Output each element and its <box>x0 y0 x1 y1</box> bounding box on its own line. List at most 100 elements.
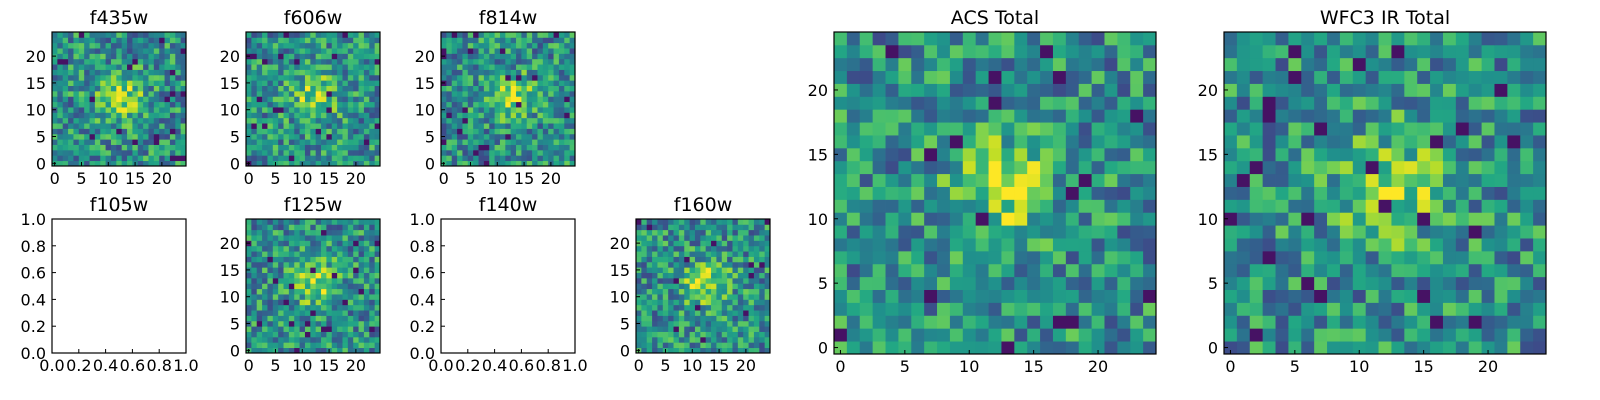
heatmap-cell <box>57 80 64 86</box>
heatmap-cell <box>278 310 284 316</box>
heatmap-cell <box>1468 135 1482 149</box>
heatmap-cell <box>1417 160 1431 175</box>
heatmap-cell <box>331 224 338 231</box>
heatmap-cell <box>73 48 80 54</box>
heatmap-cell <box>164 128 171 135</box>
heatmap-cell <box>678 310 685 316</box>
heatmap-cell <box>100 155 106 162</box>
heatmap-cell <box>678 224 685 231</box>
heatmap-cell <box>885 160 899 175</box>
heatmap-cell <box>494 101 501 108</box>
heatmap-cell <box>267 272 274 279</box>
heatmap-cell <box>949 212 964 226</box>
heatmap-cells <box>1224 32 1547 355</box>
heatmap-cell <box>256 160 263 167</box>
heatmap-cell <box>446 32 453 38</box>
heatmap-cell <box>727 219 733 225</box>
heatmap-cell <box>363 144 370 151</box>
heatmap-cell <box>885 135 899 149</box>
heatmap-cell <box>246 272 252 279</box>
heatmap-cell <box>278 331 284 338</box>
heatmap-cell <box>451 133 458 140</box>
heatmap-cell <box>331 107 338 113</box>
heatmap-cell <box>1104 122 1118 136</box>
heatmap-cell <box>110 69 117 76</box>
heatmap-cell <box>288 48 295 54</box>
heatmap-cell <box>169 48 176 54</box>
heatmap-cell <box>641 342 648 349</box>
heatmap-cell <box>446 160 453 167</box>
heatmap-cell <box>358 80 365 86</box>
heatmap-cell <box>499 117 506 124</box>
heatmap-cell <box>331 304 338 311</box>
heatmap-cell <box>1001 289 1015 303</box>
heatmap-cell <box>347 331 354 338</box>
heatmap-cell <box>569 149 576 156</box>
heatmap-cell <box>721 261 728 268</box>
heatmap-cell <box>657 277 664 284</box>
heatmap-cell <box>1507 44 1521 59</box>
heatmap-cell <box>374 342 381 349</box>
heatmap-cell <box>510 117 517 124</box>
heatmap-cell <box>700 331 707 338</box>
heatmap-cell <box>94 85 101 92</box>
heatmap-cell <box>558 90 565 97</box>
heatmap-cell <box>657 336 664 343</box>
heatmap-cell <box>100 90 106 97</box>
heatmap-cell <box>175 155 182 162</box>
heatmap-cell <box>369 294 376 300</box>
heatmap-cell <box>353 288 359 295</box>
heatmap-cell <box>1417 147 1431 162</box>
heatmap-cell <box>1481 238 1495 252</box>
heatmap-cell <box>1027 315 1041 329</box>
heatmap-cell <box>1520 263 1534 278</box>
heatmap-cell <box>1014 315 1028 329</box>
heatmap-cell <box>494 80 501 86</box>
heatmap-cell <box>283 155 290 162</box>
heatmap-cell <box>304 245 311 252</box>
heatmap-cell <box>1327 199 1341 213</box>
heatmap-cell <box>321 139 327 145</box>
heatmap-cell <box>52 155 58 162</box>
heatmap-cell <box>532 58 538 65</box>
heatmap-cell <box>764 342 771 349</box>
heatmap-cell <box>1249 276 1264 290</box>
heatmap-cell <box>331 277 338 284</box>
heatmap-cell <box>569 155 576 162</box>
heatmap-cell <box>446 139 453 145</box>
heatmap-cell <box>256 224 263 231</box>
heatmap-cell <box>924 212 938 226</box>
heatmap-cell <box>342 107 349 113</box>
y-tick-label: 0.2 <box>21 317 46 336</box>
heatmap-cell <box>558 32 565 38</box>
heatmap-cell <box>924 328 938 342</box>
heatmap-cell <box>180 96 187 103</box>
heatmap-cell <box>272 80 279 86</box>
heatmap-cell <box>1001 83 1015 97</box>
heatmap-cell <box>1078 341 1092 355</box>
heatmap-cell <box>251 96 258 103</box>
heatmap-cell <box>569 48 576 54</box>
x-tick-label: 10 <box>98 169 118 188</box>
heatmap-cell <box>369 64 376 70</box>
heatmap-cell <box>1391 199 1405 213</box>
heatmap-cell <box>753 245 760 252</box>
heatmap-cell <box>369 96 376 103</box>
heatmap-cell <box>1417 276 1431 290</box>
heatmap-cell <box>100 149 106 156</box>
heatmap-cell <box>526 112 533 119</box>
heatmap-cell <box>310 235 317 241</box>
heatmap-cell <box>89 128 96 135</box>
heatmap-cell <box>1117 44 1131 59</box>
heatmap-cell <box>353 235 359 241</box>
heatmap-cell <box>321 133 327 140</box>
heatmap-cell <box>1104 135 1118 149</box>
heatmap-cell <box>1078 186 1092 200</box>
heatmap-cell <box>532 133 538 140</box>
heatmap-cell <box>711 272 717 279</box>
y-tick-label: 20 <box>610 234 630 253</box>
heatmap-cell <box>283 320 290 327</box>
heatmap-cell <box>1520 109 1534 123</box>
heatmap-cell <box>331 74 338 81</box>
heatmap-cell <box>358 304 365 311</box>
